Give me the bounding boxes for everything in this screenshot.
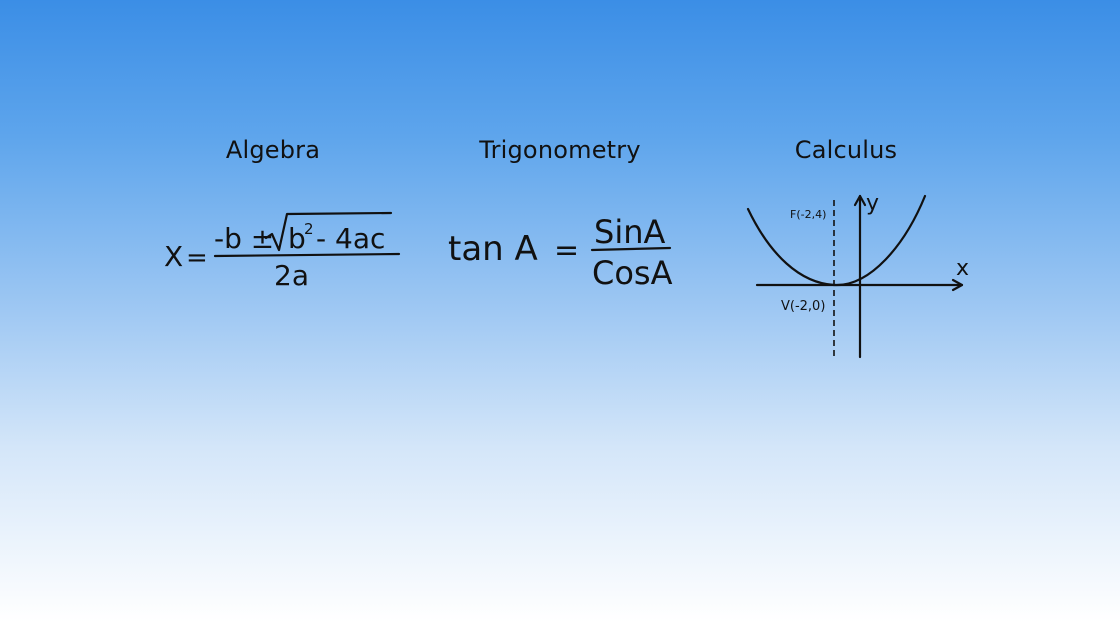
y-axis-label: y [866, 191, 879, 216]
formula-numerator-prefix: -b ± [214, 222, 274, 255]
algebra-heading: Algebra [225, 136, 321, 164]
quadratic-formula: X = -b ± b 2 - 4ac 2a [164, 211, 401, 292]
calculus-heading: Calculus [794, 136, 898, 164]
fraction-bar [213, 252, 401, 258]
trig-equals: = [554, 233, 579, 268]
x-axis-label: x [956, 256, 969, 281]
parabola-curve [746, 194, 927, 287]
trig-lhs: tan A [448, 229, 538, 269]
vertex-label: V(-2,0) [781, 299, 825, 314]
tangent-identity: tan A = SinA CosA [448, 213, 673, 292]
radicand-exponent: 2 [304, 220, 314, 238]
trig-denominator: CosA [592, 254, 673, 292]
formula-lhs-x: X [164, 240, 183, 273]
square-root-sign [264, 211, 393, 252]
trigonometry-heading: Trigonometry [479, 136, 641, 164]
parabola-graph: y x F(-2,4) V(-2,0) [746, 191, 969, 359]
x-axis-arrow [951, 278, 964, 292]
formula-equals: = [186, 243, 208, 273]
radicand-base: b [288, 222, 306, 255]
y-axis-arrow [853, 194, 867, 207]
focus-label: F(-2,4) [790, 208, 826, 221]
formula-denominator: 2a [274, 259, 309, 292]
radicand-rest: - 4ac [316, 222, 385, 255]
trig-numerator: SinA [594, 213, 665, 251]
trig-fraction-bar [590, 246, 672, 252]
